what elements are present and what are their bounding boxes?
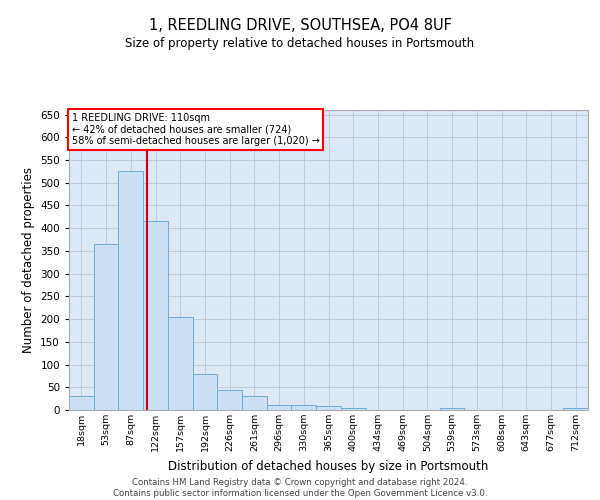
- Bar: [440, 408, 464, 410]
- Bar: [143, 222, 168, 410]
- Bar: [341, 408, 365, 410]
- Text: Contains HM Land Registry data © Crown copyright and database right 2024.
Contai: Contains HM Land Registry data © Crown c…: [113, 478, 487, 498]
- Bar: [267, 406, 292, 410]
- Text: 1 REEDLING DRIVE: 110sqm
← 42% of detached houses are smaller (724)
58% of semi-: 1 REEDLING DRIVE: 110sqm ← 42% of detach…: [71, 113, 319, 146]
- X-axis label: Distribution of detached houses by size in Portsmouth: Distribution of detached houses by size …: [169, 460, 488, 472]
- Bar: [69, 396, 94, 410]
- Bar: [217, 390, 242, 410]
- Bar: [168, 317, 193, 410]
- Bar: [563, 408, 588, 410]
- Text: 1, REEDLING DRIVE, SOUTHSEA, PO4 8UF: 1, REEDLING DRIVE, SOUTHSEA, PO4 8UF: [149, 18, 451, 32]
- Bar: [94, 244, 118, 410]
- Bar: [118, 172, 143, 410]
- Y-axis label: Number of detached properties: Number of detached properties: [22, 167, 35, 353]
- Bar: [316, 406, 341, 410]
- Bar: [292, 406, 316, 410]
- Bar: [242, 396, 267, 410]
- Text: Size of property relative to detached houses in Portsmouth: Size of property relative to detached ho…: [125, 38, 475, 51]
- Bar: [193, 374, 217, 410]
